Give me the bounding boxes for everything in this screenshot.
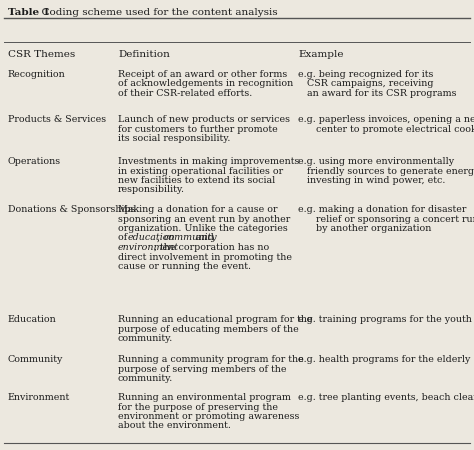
Text: CSR Themes: CSR Themes: [8, 50, 75, 59]
Text: Making a donation for a cause or: Making a donation for a cause or: [118, 205, 277, 214]
Text: community.: community.: [118, 374, 173, 383]
Text: Example: Example: [298, 50, 344, 59]
Text: environment or promoting awareness: environment or promoting awareness: [118, 412, 300, 421]
Text: education: education: [128, 234, 175, 243]
Text: Launch of new products or services: Launch of new products or services: [118, 115, 290, 124]
Text: Donations & Sponsorships: Donations & Sponsorships: [8, 205, 136, 214]
Text: , the corporation has no: , the corporation has no: [154, 243, 269, 252]
Text: of: of: [118, 234, 130, 243]
Text: Running an educational program for the: Running an educational program for the: [118, 315, 313, 324]
Text: investing in wind power, etc.: investing in wind power, etc.: [298, 176, 446, 185]
Text: new facilities to extend its social: new facilities to extend its social: [118, 176, 275, 185]
Text: responsibility.: responsibility.: [118, 185, 185, 194]
Text: environment: environment: [118, 243, 179, 252]
Text: an award for its CSR programs: an award for its CSR programs: [298, 89, 456, 98]
Text: and: and: [193, 234, 214, 243]
Text: CSR campaigns, receiving: CSR campaigns, receiving: [298, 80, 434, 89]
Text: e.g. tree planting events, beach cleanup: e.g. tree planting events, beach cleanup: [298, 393, 474, 402]
Text: center to promote electrical cooking: center to promote electrical cooking: [298, 125, 474, 134]
Text: for customers to further promote: for customers to further promote: [118, 125, 278, 134]
Text: Environment: Environment: [8, 393, 70, 402]
Text: Recognition: Recognition: [8, 70, 66, 79]
Text: e.g. health programs for the elderly: e.g. health programs for the elderly: [298, 355, 470, 364]
Text: e.g. being recognized for its: e.g. being recognized for its: [298, 70, 433, 79]
Text: community: community: [164, 234, 217, 243]
Text: Definition: Definition: [118, 50, 170, 59]
Text: e.g. using more environmentally: e.g. using more environmentally: [298, 157, 454, 166]
Text: for the purpose of preserving the: for the purpose of preserving the: [118, 402, 278, 411]
Text: Table 1: Table 1: [8, 8, 50, 17]
Text: purpose of serving members of the: purpose of serving members of the: [118, 364, 286, 373]
Text: organization. Unlike the categories: organization. Unlike the categories: [118, 224, 288, 233]
Text: about the environment.: about the environment.: [118, 422, 231, 431]
Text: purpose of educating members of the: purpose of educating members of the: [118, 324, 299, 333]
Text: sponsoring an event run by another: sponsoring an event run by another: [118, 215, 290, 224]
Text: Products & Services: Products & Services: [8, 115, 106, 124]
Text: Receipt of an award or other forms: Receipt of an award or other forms: [118, 70, 287, 79]
Text: of acknowledgements in recognition: of acknowledgements in recognition: [118, 80, 293, 89]
Text: direct involvement in promoting the: direct involvement in promoting the: [118, 252, 292, 261]
Text: relief or sponsoring a concert run: relief or sponsoring a concert run: [298, 215, 474, 224]
Text: cause or running the event.: cause or running the event.: [118, 262, 251, 271]
Text: Coding scheme used for the content analysis: Coding scheme used for the content analy…: [35, 8, 278, 17]
Text: e.g. making a donation for disaster: e.g. making a donation for disaster: [298, 205, 466, 214]
Text: Running a community program for the: Running a community program for the: [118, 355, 304, 364]
Text: community.: community.: [118, 334, 173, 343]
Text: Operations: Operations: [8, 157, 61, 166]
Text: friendly sources to generate energy,: friendly sources to generate energy,: [298, 166, 474, 176]
Text: Investments in making improvements: Investments in making improvements: [118, 157, 300, 166]
Text: e.g. training programs for the youth: e.g. training programs for the youth: [298, 315, 472, 324]
Text: its social responsibility.: its social responsibility.: [118, 134, 230, 143]
Text: ,: ,: [157, 234, 163, 243]
Text: Running an environmental program: Running an environmental program: [118, 393, 291, 402]
Text: e.g. paperless invoices, opening a new: e.g. paperless invoices, opening a new: [298, 115, 474, 124]
Text: of their CSR-related efforts.: of their CSR-related efforts.: [118, 89, 252, 98]
Text: in existing operational facilities or: in existing operational facilities or: [118, 166, 283, 176]
Text: Education: Education: [8, 315, 57, 324]
Text: Community: Community: [8, 355, 64, 364]
Text: by another organization: by another organization: [298, 224, 431, 233]
